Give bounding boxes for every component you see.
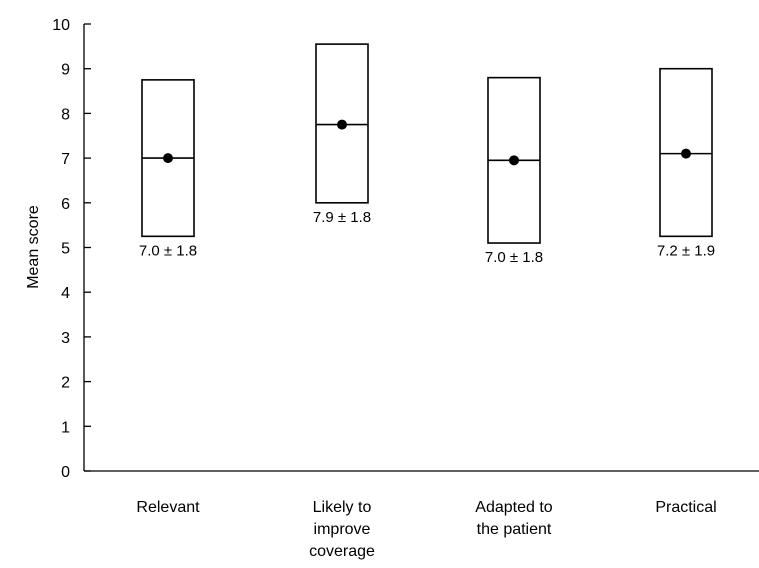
x-category-label: coverage (309, 543, 375, 560)
x-category-label: the patient (477, 521, 552, 538)
box-value-label: 7.2 ± 1.9 (657, 242, 715, 259)
y-tick-label: 9 (61, 62, 70, 79)
y-tick-label: 2 (61, 375, 70, 392)
x-category-label: Practical (655, 499, 716, 516)
y-tick-label: 1 (61, 419, 70, 436)
x-category-label: Adapted to (475, 499, 553, 516)
boxes: 7.0 ± 1.8 7.9 ± 1.8 7.0 ± 1.8 7.2 ± 1.9 (139, 43, 715, 266)
box-value-label: 7.0 ± 1.8 (139, 242, 197, 259)
box-value-label: 7.9 ± 1.8 (313, 209, 371, 226)
y-tick-label: 4 (61, 285, 70, 302)
y-tick-label: 10 (52, 17, 70, 34)
y-ticks: 0 1 2 3 4 5 6 7 8 9 10 (52, 17, 91, 481)
x-categories: Relevant Likely to improve coverage Adapted … (136, 499, 716, 560)
x-category-label: improve (314, 521, 371, 538)
y-axis-label: Mean score (25, 205, 42, 289)
box-range (659, 67, 713, 238)
y-tick-label: 8 (61, 106, 70, 123)
x-category-label: Likely to (313, 499, 372, 516)
box-range (315, 43, 369, 204)
x-category-label: Relevant (136, 499, 200, 516)
mean-point (337, 119, 347, 130)
y-tick-label: 5 (61, 241, 70, 258)
mean-point (681, 148, 691, 159)
y-tick-label: 6 (61, 196, 70, 213)
mean-point (163, 153, 173, 164)
mean-point (509, 155, 519, 166)
box-value-label: 7.0 ± 1.8 (485, 249, 543, 266)
y-tick-label: 3 (61, 330, 70, 347)
y-tick-label: 7 (61, 151, 70, 168)
y-tick-label: 0 (61, 464, 70, 481)
